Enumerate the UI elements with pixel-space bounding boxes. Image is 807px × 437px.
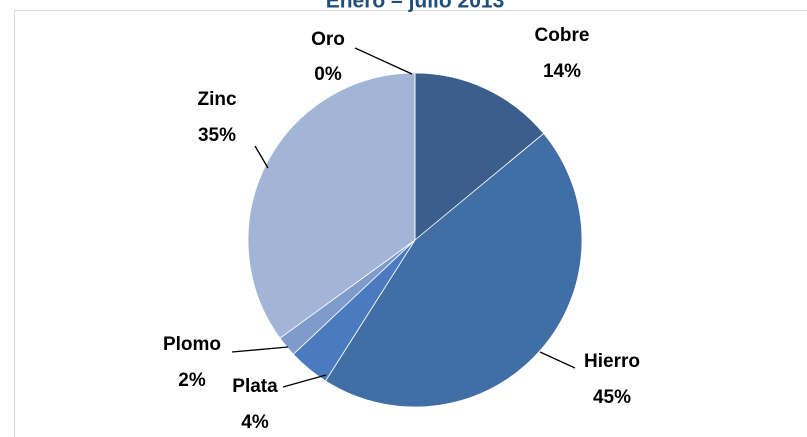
slice-value-label: 0% (314, 64, 342, 85)
slice-label: Cobre (535, 25, 590, 46)
pie-slice (324, 132, 583, 408)
slice-label: Plata (232, 376, 278, 397)
leader-line (282, 374, 327, 388)
leader-line (254, 145, 269, 169)
slice-label: Oro (311, 29, 345, 50)
pie-slice (414, 72, 545, 241)
leader-line (539, 351, 576, 369)
slice-label: Plomo (163, 334, 221, 355)
slice-label: Hierro (584, 351, 640, 372)
slice-label: Zinc (197, 89, 236, 110)
slice-value-label: 4% (241, 412, 269, 433)
slice-value-label: 2% (178, 370, 206, 391)
slice-value-label: 45% (593, 387, 631, 408)
chart-title: Enero – julio 2013 (326, 0, 505, 13)
chart-frame (14, 10, 807, 437)
leader-line (231, 346, 289, 353)
slice-value-label: 14% (543, 61, 581, 82)
leader-line (354, 47, 413, 75)
slice-value-label: 35% (198, 125, 236, 146)
